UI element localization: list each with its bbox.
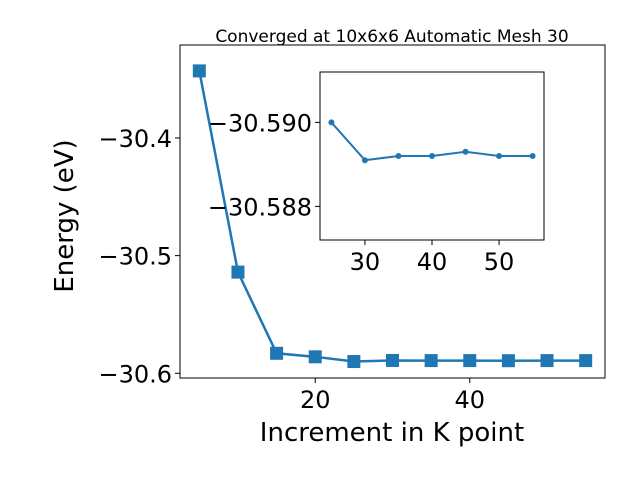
x-tick-label: 40 xyxy=(417,248,448,276)
data-point xyxy=(540,354,554,368)
data-point xyxy=(501,354,515,368)
chart-title: Converged at 10x6x6 Automatic Mesh 30 xyxy=(215,27,568,47)
y-tick-label: −30.5 xyxy=(98,243,172,271)
data-point xyxy=(529,153,536,159)
data-point xyxy=(192,64,206,78)
x-tick-label: 20 xyxy=(300,386,331,414)
axes-frame xyxy=(179,44,606,379)
axes-frame xyxy=(319,71,545,241)
data-point xyxy=(386,353,399,367)
data-point xyxy=(395,153,402,159)
x-axis-label: Increment in K point xyxy=(260,418,524,448)
y-tick-label: −30.590 xyxy=(208,109,312,137)
data-point xyxy=(579,354,593,368)
data-point xyxy=(462,148,469,155)
data-point xyxy=(231,265,245,279)
y-tick-label: −30.588 xyxy=(208,193,312,221)
data-point xyxy=(270,346,284,360)
data-point xyxy=(328,119,335,126)
data-point xyxy=(424,354,438,368)
y-axis-label: Energy (eV) xyxy=(50,139,80,292)
x-tick-label: 50 xyxy=(484,248,515,276)
data-point xyxy=(429,153,435,159)
y-tick-label: −30.6 xyxy=(98,360,172,388)
data-point xyxy=(463,354,477,368)
data-point xyxy=(496,153,503,159)
x-tick-label: 40 xyxy=(454,386,485,414)
data-point xyxy=(347,355,361,369)
x-tick-label: 30 xyxy=(350,248,381,276)
data-point xyxy=(308,350,322,364)
data-point xyxy=(361,157,368,164)
y-tick-label: −30.4 xyxy=(98,125,172,153)
